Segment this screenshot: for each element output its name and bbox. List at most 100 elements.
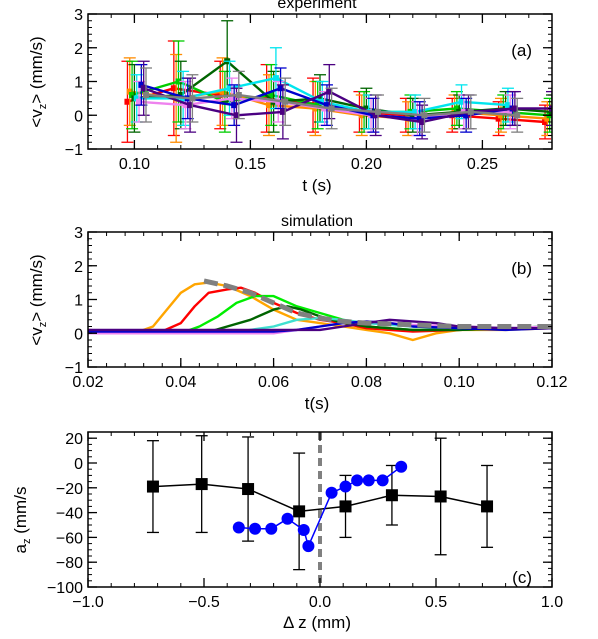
panel-a-y-tick-label: −1 xyxy=(65,142,83,159)
panel-a-data-point xyxy=(312,105,319,112)
panel-a-data-point xyxy=(458,98,465,105)
panel-a-data-point xyxy=(317,95,323,102)
panel-a-x-tick-label: 0.25 xyxy=(467,156,498,173)
panel-c-data-point xyxy=(395,460,408,473)
panel-c-data-point xyxy=(481,500,494,513)
panel-a-data-point xyxy=(514,112,521,119)
panel-b-title: simulation xyxy=(281,213,353,230)
panel-a-data-point xyxy=(314,102,321,109)
panel-b-x-tick-label: 0.10 xyxy=(444,374,475,391)
panel-a-data-point xyxy=(544,115,551,122)
panel-a-data-point xyxy=(265,102,272,109)
panel-b-x-tick-label: 0.02 xyxy=(72,374,103,391)
panel-a-series-9 xyxy=(140,67,524,133)
panel-c-data-point xyxy=(325,486,338,499)
panel-c-x-tick-label: 0.5 xyxy=(425,594,447,611)
panel-c-acceleration: az (mm/s Δ z (mm) (c) −1.0 −0.5 0.0 0.5 1.0 −… xyxy=(11,431,563,632)
panel-c-data-point xyxy=(351,474,364,487)
panel-b-xlabel: t(s) xyxy=(305,394,330,413)
panel-c-data-point xyxy=(297,523,310,536)
panel-b-y-tick-label: 1 xyxy=(74,293,83,310)
panel-c-y-tick-label: −100 xyxy=(47,580,83,597)
panel-b-x-tick-label: 0.04 xyxy=(165,374,196,391)
panel-b-series-line xyxy=(203,278,552,329)
panel-a-data-point xyxy=(542,119,549,125)
panel-c-tag: (c) xyxy=(512,568,532,587)
panel-a-data-point xyxy=(507,108,514,115)
panel-b-series-line xyxy=(88,281,552,342)
panel-c-data-point xyxy=(146,480,159,493)
panel-a-data-point xyxy=(175,78,182,85)
panel-a-series-line xyxy=(143,87,552,124)
panel-a-data-point xyxy=(412,108,419,115)
panel-a-data-point xyxy=(129,92,136,98)
panel-a-data-point xyxy=(419,119,426,125)
panel-b-x-tick-label: 0.12 xyxy=(536,374,567,391)
panel-b-series-line xyxy=(88,305,552,335)
panel-c-data-point xyxy=(242,483,255,496)
panel-b-series-9 xyxy=(203,278,552,329)
panel-a-plot-area xyxy=(121,20,552,143)
panel-c-plot-area xyxy=(146,432,494,587)
panel-a-data-point xyxy=(217,92,224,98)
panel-c-y-tick-label: −80 xyxy=(56,555,83,572)
panel-a-data-point xyxy=(282,98,289,105)
panel-a-data-point xyxy=(133,95,140,102)
panel-a-tag: (a) xyxy=(511,41,532,60)
panel-a-data-point xyxy=(363,105,370,112)
panel-c-x-tick-label: −0.5 xyxy=(188,594,220,611)
panel-b-y-tick-label: −1 xyxy=(65,360,83,377)
panel-a-data-point xyxy=(319,98,326,105)
panel-a-data-point xyxy=(219,88,226,95)
panel-b-simulation: simulation <vz> (mm/s) t(s) (b) 0.02 0.04… xyxy=(27,213,568,413)
panel-a-data-point xyxy=(228,95,235,102)
panel-a-data-point xyxy=(416,115,423,122)
panel-a-data-point xyxy=(453,105,460,112)
panel-c-y-tick-label: −20 xyxy=(56,481,83,498)
panel-a-data-point xyxy=(138,81,145,88)
panel-a-data-point xyxy=(177,92,184,98)
panel-a-data-point xyxy=(421,112,428,119)
panel-c-series-2 xyxy=(232,460,408,553)
panel-a-data-point xyxy=(126,88,133,95)
panel-b-series-1 xyxy=(88,281,552,342)
panel-a-data-point xyxy=(358,112,365,119)
panel-a-xlabel: t (s) xyxy=(302,176,331,195)
panel-a-data-point xyxy=(495,115,502,122)
panel-b-ylabel: <vz> (mm/s) xyxy=(27,254,49,345)
panel-a-y-tick-label: 3 xyxy=(74,7,83,24)
panel-c-data-point xyxy=(265,522,278,535)
panel-a-data-point xyxy=(182,102,189,109)
panel-a-data-point xyxy=(143,92,149,98)
panel-a-data-point xyxy=(272,75,279,82)
panel-b-y-tick-label: 0 xyxy=(74,326,83,343)
panel-a-ylabel: <vz> (mm/s) xyxy=(27,36,49,127)
panel-c-data-point xyxy=(195,478,208,491)
panel-b-plot-area xyxy=(88,278,552,342)
panel-c-x-tick-label: −1.0 xyxy=(72,594,104,611)
panel-a-data-point xyxy=(235,92,242,98)
panel-a-y-tick-label: 0 xyxy=(74,108,83,125)
panel-a-data-point xyxy=(231,102,238,109)
panel-a-data-point xyxy=(328,105,335,112)
panel-a-data-point xyxy=(189,95,196,102)
panel-b-series-4 xyxy=(88,305,552,335)
panel-a-data-point xyxy=(226,85,233,92)
panel-b-x-tick-label: 0.06 xyxy=(258,374,289,391)
panel-c-y-tick-label: −40 xyxy=(56,506,83,523)
panel-a-data-point xyxy=(511,105,518,112)
panel-a-data-point xyxy=(463,112,470,119)
panel-a-data-point xyxy=(549,108,552,115)
panel-a-y-tick-label: 2 xyxy=(74,41,83,58)
panel-c-data-point xyxy=(434,490,447,503)
panel-c-data-point xyxy=(232,521,245,534)
panel-b-y-tick-label: 3 xyxy=(74,225,83,242)
panel-a-data-point xyxy=(187,102,194,109)
panel-c-data-point xyxy=(249,522,262,535)
panel-c-data-point xyxy=(339,500,352,513)
panel-a-data-point xyxy=(375,108,381,115)
panel-c-x-tick-label: 1.0 xyxy=(541,594,563,611)
panel-c-data-point xyxy=(362,474,375,487)
panel-c-data-point xyxy=(302,540,315,553)
panel-a-x-tick-label: 0.15 xyxy=(235,156,266,173)
